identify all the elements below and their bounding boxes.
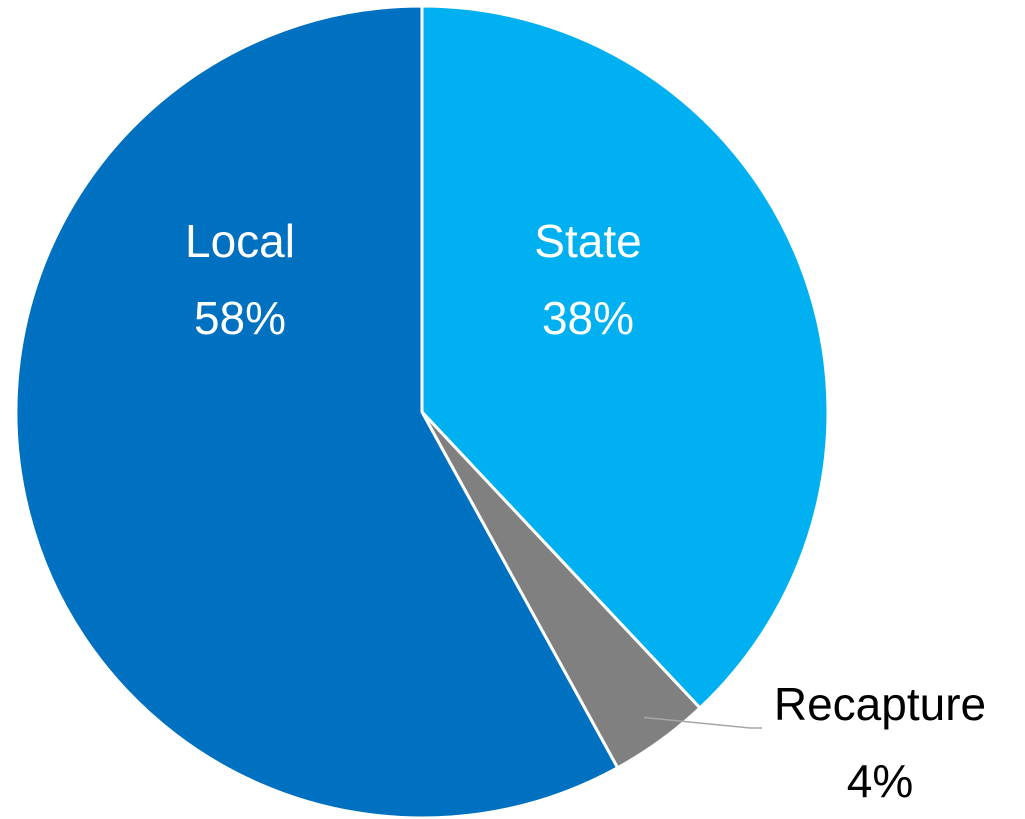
slice-label: Local	[185, 215, 295, 267]
slice-label: State	[534, 215, 641, 267]
pie-slice	[420, 4, 830, 711]
pie-slice	[14, 4, 620, 819]
slice-label: Recapture	[774, 678, 986, 730]
slice-value-label: 4%	[847, 755, 913, 807]
leader-line	[643, 716, 762, 729]
slice-value-label: 38%	[542, 292, 634, 344]
slice-value-label: 58%	[194, 292, 286, 344]
